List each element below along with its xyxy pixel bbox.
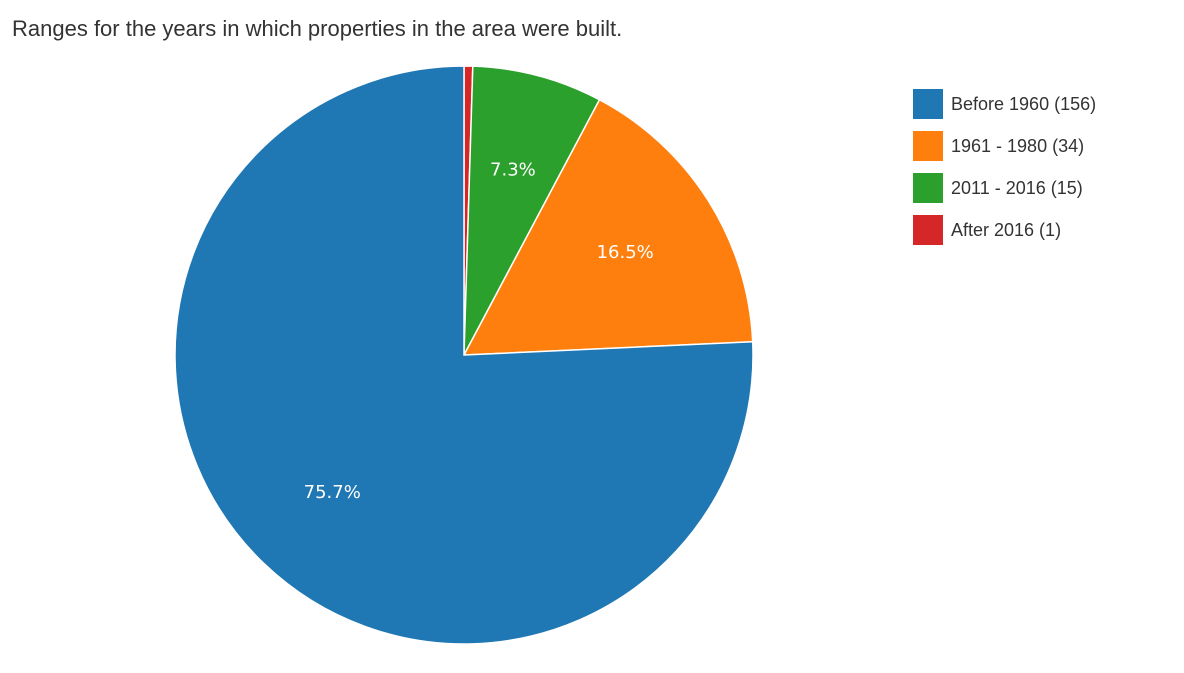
slice-percent-label-2: 7.3% [490,160,536,181]
chart-legend: Before 1960 (156) 1961 - 1980 (34) 2011 - … [913,89,1096,257]
legend-item-3: After 2016 (1) [913,215,1096,245]
legend-label-1: 1961 - 1980 (34) [951,135,1085,156]
legend-label-3: After 2016 (1) [951,219,1062,240]
legend-swatch-2 [913,173,943,203]
pie-slices [174,65,754,645]
legend-swatch-3 [913,215,943,245]
legend-swatch-1 [913,131,943,161]
chart-title: Ranges for the years in which properties… [12,16,623,41]
legend-swatch-0 [913,89,943,119]
pie-slice-0 [174,65,754,645]
slice-percent-label-0: 75.7% [304,482,361,503]
legend-item-0: Before 1960 (156) [913,89,1096,119]
pie-slice-labels: 7.3% 16.5% 75.7% [304,160,654,503]
legend-label-2: 2011 - 2016 (15) [951,177,1083,198]
legend-item-2: 2011 - 2016 (15) [913,173,1096,203]
legend-item-1: 1961 - 1980 (34) [913,131,1096,161]
slice-percent-label-1: 16.5% [597,242,654,263]
pie-slice-2 [463,65,601,356]
legend-label-0: Before 1960 (156) [951,93,1097,114]
pie-slice-1 [462,98,754,356]
